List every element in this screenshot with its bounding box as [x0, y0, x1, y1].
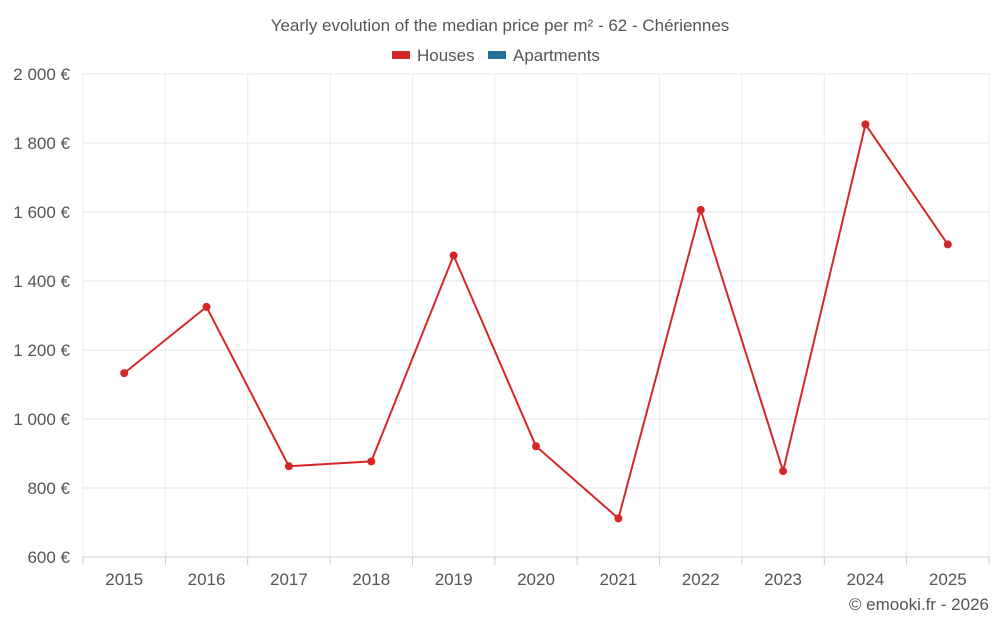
data-point-houses: [367, 457, 376, 466]
y-tick-label: 600 €: [27, 548, 70, 567]
legend: Houses Apartments: [392, 46, 600, 65]
y-tick-label: 1 200 €: [13, 341, 70, 360]
legend-label-apartments: Apartments: [513, 46, 600, 65]
x-tick-label: 2019: [435, 570, 473, 589]
y-tick-label: 2 000 €: [13, 65, 70, 84]
y-axis: 600 € 800 € 1 000 € 1 200 € 1 400 € 1 600 € 1 …: [13, 65, 70, 567]
data-point-houses: [861, 120, 870, 129]
y-tick-label: 1 000 €: [13, 410, 70, 429]
x-tick-label: 2016: [188, 570, 226, 589]
x-tick-label: 2021: [599, 570, 637, 589]
data-point-houses: [614, 514, 623, 523]
legend-item-houses[interactable]: Houses: [392, 46, 475, 65]
chart-title: Yearly evolution of the median price per…: [271, 16, 730, 35]
y-tick-label: 1 600 €: [13, 203, 70, 222]
x-tick-label: 2018: [352, 570, 390, 589]
data-point-houses: [202, 302, 211, 311]
data-point-houses: [449, 251, 458, 260]
data-point-houses: [779, 467, 788, 476]
legend-label-houses: Houses: [417, 46, 475, 65]
data-point-houses: [284, 462, 293, 471]
x-tick-label: 2024: [847, 570, 885, 589]
y-tick-label: 1 400 €: [13, 272, 70, 291]
series-houses: [120, 120, 952, 523]
y-tick-label: 1 800 €: [13, 134, 70, 153]
x-tick-label: 2025: [929, 570, 967, 589]
data-point-houses: [943, 240, 952, 249]
data-point-houses: [696, 205, 705, 214]
x-tick-label: 2023: [764, 570, 802, 589]
legend-item-apartments[interactable]: Apartments: [488, 46, 600, 65]
grid: [82, 73, 990, 557]
legend-swatch-apartments: [488, 51, 506, 59]
x-axis: 2015 2016 2017 2018 2019 2020 2021 2022 2023 2024…: [82, 556, 990, 589]
y-tick-label: 800 €: [27, 479, 70, 498]
data-point-houses: [120, 369, 129, 378]
x-tick-label: 2022: [682, 570, 720, 589]
x-tick-label: 2015: [105, 570, 143, 589]
credit-text: © emooki.fr - 2026: [849, 595, 989, 614]
x-tick-label: 2017: [270, 570, 308, 589]
data-point-houses: [532, 442, 540, 451]
x-tick-label: 2020: [517, 570, 555, 589]
legend-swatch-houses: [392, 51, 410, 59]
